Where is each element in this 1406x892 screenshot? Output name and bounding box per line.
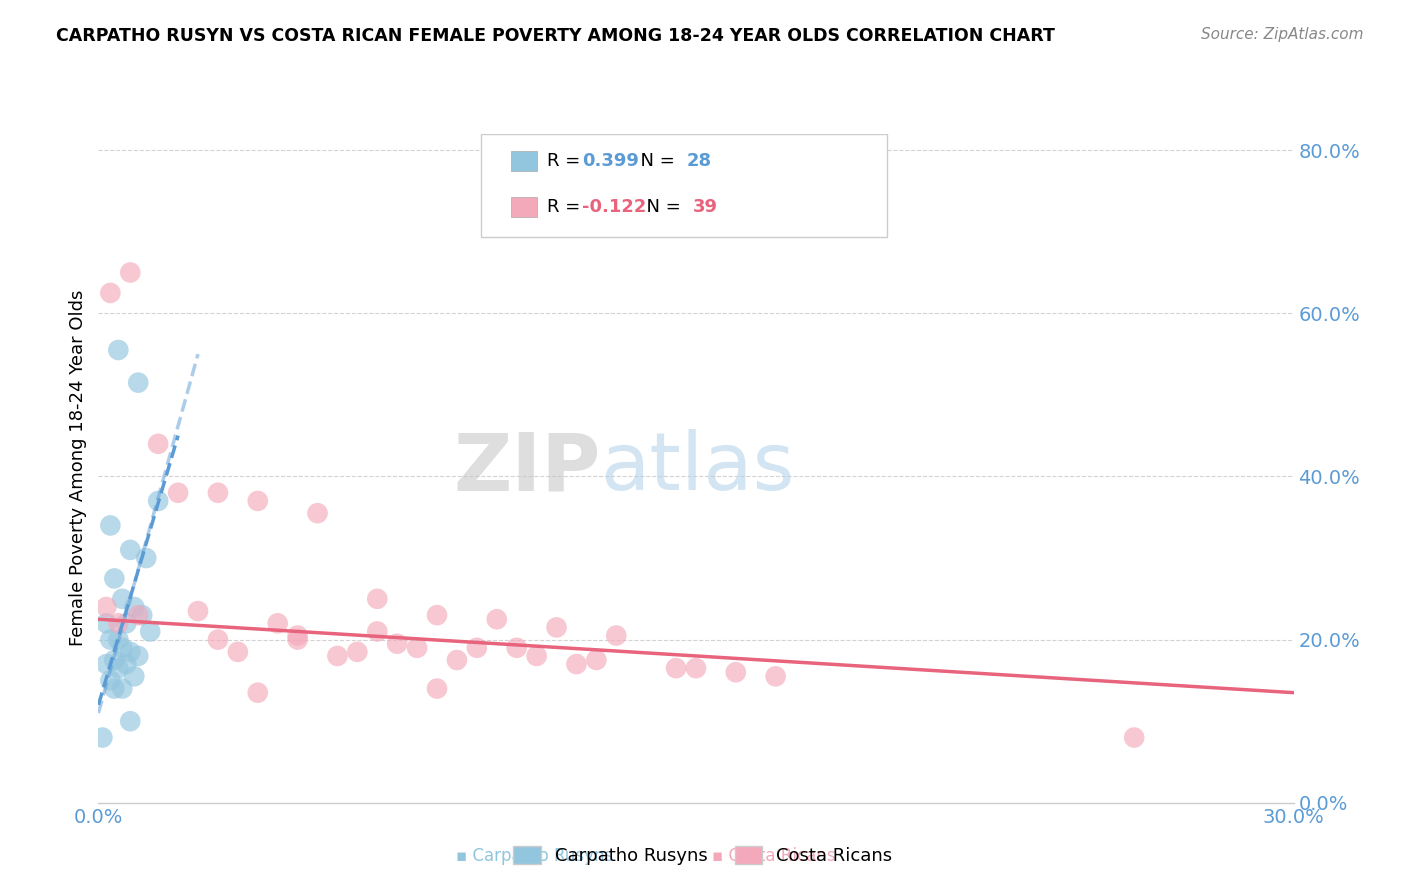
Point [326,648,349,663]
Point [207,632,229,647]
Point [406,640,429,655]
Point [585,653,607,667]
Text: R =: R = [547,198,585,217]
Bar [510,151,537,170]
Point [546,620,568,634]
Point [107,632,129,647]
Point [385,637,409,651]
Point [207,485,229,500]
Point [246,686,269,700]
Point [426,681,449,696]
Point [605,628,627,642]
Point [135,551,157,566]
Point [506,640,529,655]
Point [115,616,138,631]
Text: 39: 39 [692,198,717,217]
Point [685,661,707,675]
Point [120,542,142,557]
Point [111,640,134,655]
Point [1123,731,1146,745]
Point [98,518,122,533]
Point [111,591,134,606]
Text: 0.399: 0.399 [582,152,640,169]
Point [96,599,118,614]
Point [485,612,508,626]
Point [98,632,122,647]
Point [246,494,269,508]
Point [526,648,548,663]
Point [111,681,134,696]
Y-axis label: Female Poverty Among 18-24 Year Olds: Female Poverty Among 18-24 Year Olds [69,290,87,647]
Text: ▪ Costa Ricans: ▪ Costa Ricans [711,847,835,865]
Point [426,608,449,623]
Point [96,616,118,631]
Point [267,616,290,631]
Point [107,343,129,357]
Point [103,681,125,696]
Bar [510,197,537,218]
Point [765,669,787,683]
Point [124,599,146,614]
Text: atlas: atlas [600,429,794,508]
Point [103,571,125,585]
Point [148,494,170,508]
Point [307,506,329,520]
Text: Source: ZipAtlas.com: Source: ZipAtlas.com [1201,27,1364,42]
Point [115,657,138,672]
Text: ZIP: ZIP [453,429,600,508]
Point [366,624,388,639]
Point [127,376,149,390]
Point [287,632,309,647]
Point [565,657,588,672]
Point [120,714,142,729]
Point [127,608,149,623]
Point [107,616,129,631]
Point [120,645,142,659]
Text: N =: N = [636,198,686,217]
Point [226,645,249,659]
Text: ▪ Carpatho Rusyns: ▪ Carpatho Rusyns [456,847,613,865]
Text: R =: R = [547,152,585,169]
Point [187,604,209,618]
Legend: Carpatho Rusyns, Costa Ricans: Carpatho Rusyns, Costa Ricans [505,837,901,874]
Text: CARPATHO RUSYN VS COSTA RICAN FEMALE POVERTY AMONG 18-24 YEAR OLDS CORRELATION C: CARPATHO RUSYN VS COSTA RICAN FEMALE POV… [56,27,1054,45]
Point [167,485,190,500]
Text: -0.122: -0.122 [582,198,647,217]
Point [139,624,162,639]
Point [124,669,146,683]
Text: N =: N = [628,152,681,169]
Point [120,265,142,279]
Point [103,653,125,667]
Point [465,640,488,655]
Point [665,661,688,675]
Point [366,591,388,606]
Point [446,653,468,667]
Point [287,628,309,642]
FancyBboxPatch shape [481,134,887,237]
Point [346,645,368,659]
Point [91,731,114,745]
Point [107,661,129,675]
Point [148,437,170,451]
Text: 28: 28 [686,152,711,169]
Point [96,657,118,672]
Point [98,285,122,300]
Point [724,665,747,680]
Point [131,608,153,623]
Point [127,648,149,663]
Point [98,673,122,688]
